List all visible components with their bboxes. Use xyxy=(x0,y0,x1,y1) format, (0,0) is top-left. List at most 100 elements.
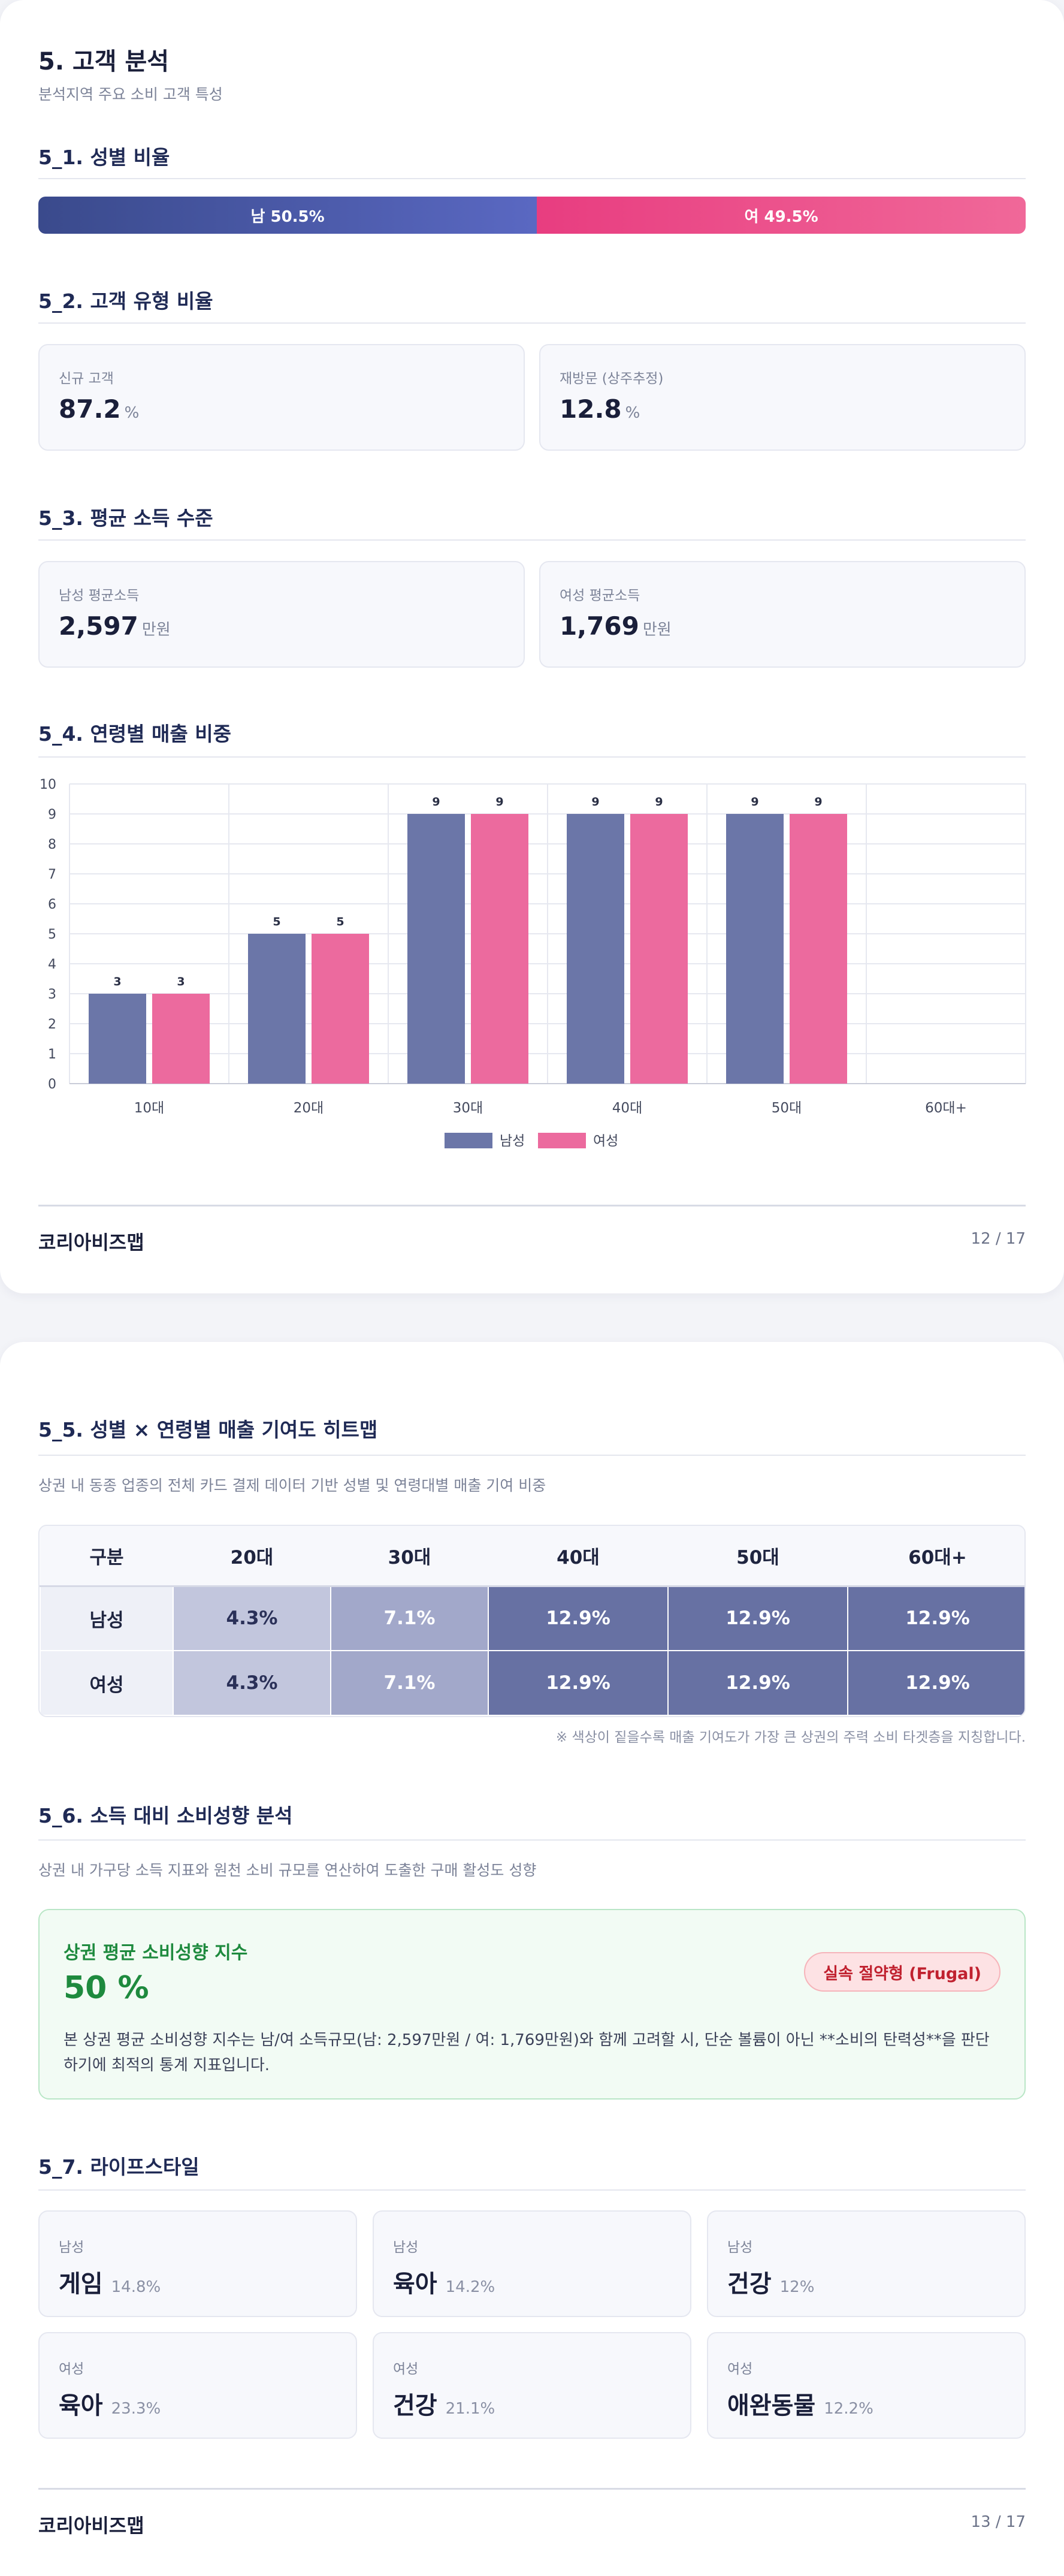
data-label: 9 xyxy=(432,795,440,809)
heatmap-row-label: 여성 xyxy=(40,1650,174,1716)
new-customer-label: 신규 고객 xyxy=(59,371,114,387)
divider xyxy=(38,539,1026,541)
x-tick-label: 60대+ xyxy=(925,1100,967,1116)
heatmap-cell: 7.1% xyxy=(330,1585,489,1651)
index-value: 50 % xyxy=(64,1970,149,2006)
bar-20대-여성 xyxy=(312,934,369,1084)
lifestyle-gender: 여성 xyxy=(393,2361,419,2377)
y-tick-label: 0 xyxy=(48,1077,56,1092)
male-income-value: 2,597 만원 xyxy=(59,611,171,641)
bar-40대-남성 xyxy=(567,814,624,1084)
heatmap-column-header: 30대 xyxy=(331,1526,488,1587)
lifestyle-card: 남성 게임 14.8% xyxy=(38,2210,357,2317)
age-sales-bar-chart: 0 1 2 3 4 5 6 7 8 9 10 3 3 10대 5 5 20대 9 9 30대 9 9 40대 9 9 50대 60대… xyxy=(40,777,1026,1149)
y-tick-label: 3 xyxy=(48,987,56,1002)
lifestyle-name: 게임 14.8% xyxy=(59,2270,161,2298)
x-tick-label: 10대 xyxy=(134,1100,164,1116)
heatmap-column-header: 50대 xyxy=(668,1526,848,1587)
heatmap-cell: 7.1% xyxy=(330,1650,489,1716)
male-ratio-segment: 남 50.5% xyxy=(38,197,537,234)
new-customer-value: 87.2% xyxy=(59,394,140,424)
data-label: 9 xyxy=(655,795,663,809)
bar-10대-여성 xyxy=(152,994,210,1084)
returning-customer-card: 재방문 (상주추정) 12.8% xyxy=(539,344,1026,451)
legend-label: 여성 xyxy=(593,1133,618,1149)
footer-brand: 코리아비즈맵 xyxy=(38,2514,144,2537)
lifestyle-gender: 남성 xyxy=(393,2240,419,2255)
age-sales-heading: 5_4. 연령별 매출 비중 xyxy=(38,722,231,746)
female-income-label: 여성 평균소득 xyxy=(560,588,640,604)
y-tick-label: 5 xyxy=(48,927,56,942)
lifestyle-gender: 여성 xyxy=(59,2361,84,2377)
lifestyle-gender: 남성 xyxy=(727,2240,753,2255)
report-page-12: 5. 고객 분석 분석지역 주요 소비 고객 특성 5_1. 성별 비율 남 5… xyxy=(0,0,1064,1293)
page-number: 13 / 17 xyxy=(971,2513,1026,2531)
male-income-card: 남성 평균소득 2,597 만원 xyxy=(38,561,525,668)
section-subtitle: 분석지역 주요 소비 고객 특성 xyxy=(38,86,223,103)
heatmap-column-header: 구분 xyxy=(40,1526,173,1587)
male-income-label: 남성 평균소득 xyxy=(59,588,140,604)
lifestyle-card: 여성 애완동물 12.2% xyxy=(707,2332,1026,2439)
heatmap-cell: 12.9% xyxy=(667,1585,848,1651)
data-label: 5 xyxy=(273,915,280,928)
index-title: 상권 평균 소비성향 지수 xyxy=(64,1942,248,1963)
data-label: 9 xyxy=(751,795,758,809)
bar-20대-남성 xyxy=(248,934,306,1084)
propensity-badge: 실속 절약형 (Frugal) xyxy=(804,1952,1000,1992)
female-income-card: 여성 평균소득 1,769 만원 xyxy=(539,561,1026,668)
heatmap-column-header: 40대 xyxy=(488,1526,668,1587)
lifestyle-gender: 남성 xyxy=(59,2240,84,2255)
female-ratio-segment: 여 49.5% xyxy=(537,197,1026,234)
x-tick-label: 30대 xyxy=(453,1100,483,1116)
heatmap-cell: 12.9% xyxy=(488,1650,669,1716)
bar-50대-여성 xyxy=(790,814,847,1084)
legend-swatch xyxy=(538,1133,586,1148)
y-tick-label: 2 xyxy=(48,1017,56,1032)
y-tick-label: 7 xyxy=(48,867,56,882)
propensity-heading: 5_6. 소득 대비 소비성향 분석 xyxy=(38,1804,293,1827)
gender-ratio-heading: 5_1. 성별 비율 xyxy=(38,146,170,169)
y-tick-label: 9 xyxy=(48,807,56,822)
report-page-13: 5_5. 성별 × 연령별 매출 기여도 히트맵 상권 내 동종 업종의 전체 … xyxy=(0,1342,1064,2576)
heatmap-header-row: 구분 20대 30대 40대 50대 60대+ xyxy=(40,1526,1024,1587)
section-title: 5. 고객 분석 xyxy=(38,48,170,76)
heatmap-cell: 4.3% xyxy=(173,1585,331,1651)
heatmap-column-header: 60대+ xyxy=(848,1526,1024,1587)
heatmap-heading: 5_5. 성별 × 연령별 매출 기여도 히트맵 xyxy=(38,1418,378,1441)
consumption-index-card: 상권 평균 소비성향 지수 50 % 실속 절약형 (Frugal) 본 상권 … xyxy=(38,1909,1026,2100)
heatmap-cell: 12.9% xyxy=(667,1650,848,1716)
lifestyle-card: 남성 건강 12% xyxy=(707,2210,1026,2317)
bar-50대-남성 xyxy=(726,814,784,1084)
heatmap-description: 상권 내 동종 업종의 전체 카드 결제 데이터 기반 성별 및 연령대별 매출… xyxy=(38,1477,546,1494)
data-label: 5 xyxy=(336,915,344,928)
heatmap-cell: 12.9% xyxy=(488,1585,669,1651)
customer-type-heading: 5_2. 고객 유형 비율 xyxy=(38,289,213,313)
footer-brand: 코리아비즈맵 xyxy=(38,1231,144,1254)
heatmap-row-female: 여성 4.3% 7.1% 12.9% 12.9% 12.9% xyxy=(40,1650,1024,1716)
x-tick-label: 20대 xyxy=(294,1100,324,1116)
bar-40대-여성 xyxy=(630,814,688,1084)
divider xyxy=(38,322,1026,324)
bar-10대-남성 xyxy=(89,994,146,1084)
lifestyle-name: 건강 12% xyxy=(727,2270,815,2298)
divider xyxy=(38,178,1026,179)
legend-label: 남성 xyxy=(500,1133,525,1149)
heatmap-note: ※ 색상이 짙을수록 매출 기여도가 가장 큰 상권의 주력 소비 타겟층을 지… xyxy=(555,1730,1026,1745)
bar-30대-여성 xyxy=(471,814,528,1084)
footer-divider xyxy=(38,1205,1026,1206)
lifestyle-card: 여성 육아 23.3% xyxy=(38,2332,357,2439)
bar-30대-남성 xyxy=(407,814,465,1084)
lifestyle-name: 건강 21.1% xyxy=(393,2392,495,2420)
y-tick-label: 8 xyxy=(48,837,56,852)
lifestyle-heading: 5_7. 라이프스타일 xyxy=(38,2155,200,2179)
returning-customer-label: 재방문 (상주추정) xyxy=(560,371,664,387)
data-label: 9 xyxy=(495,795,503,809)
heatmap-row-label: 남성 xyxy=(40,1585,174,1651)
returning-customer-value: 12.8% xyxy=(560,394,640,424)
sales-contribution-heatmap: 구분 20대 30대 40대 50대 60대+ 남성 4.3% 7.1% 12.… xyxy=(38,1525,1026,1717)
lifestyle-name: 애완동물 12.2% xyxy=(727,2392,873,2420)
divider xyxy=(38,1839,1026,1841)
y-tick-label: 1 xyxy=(48,1047,56,1062)
female-income-value: 1,769 만원 xyxy=(560,611,672,641)
data-label: 9 xyxy=(591,795,599,809)
